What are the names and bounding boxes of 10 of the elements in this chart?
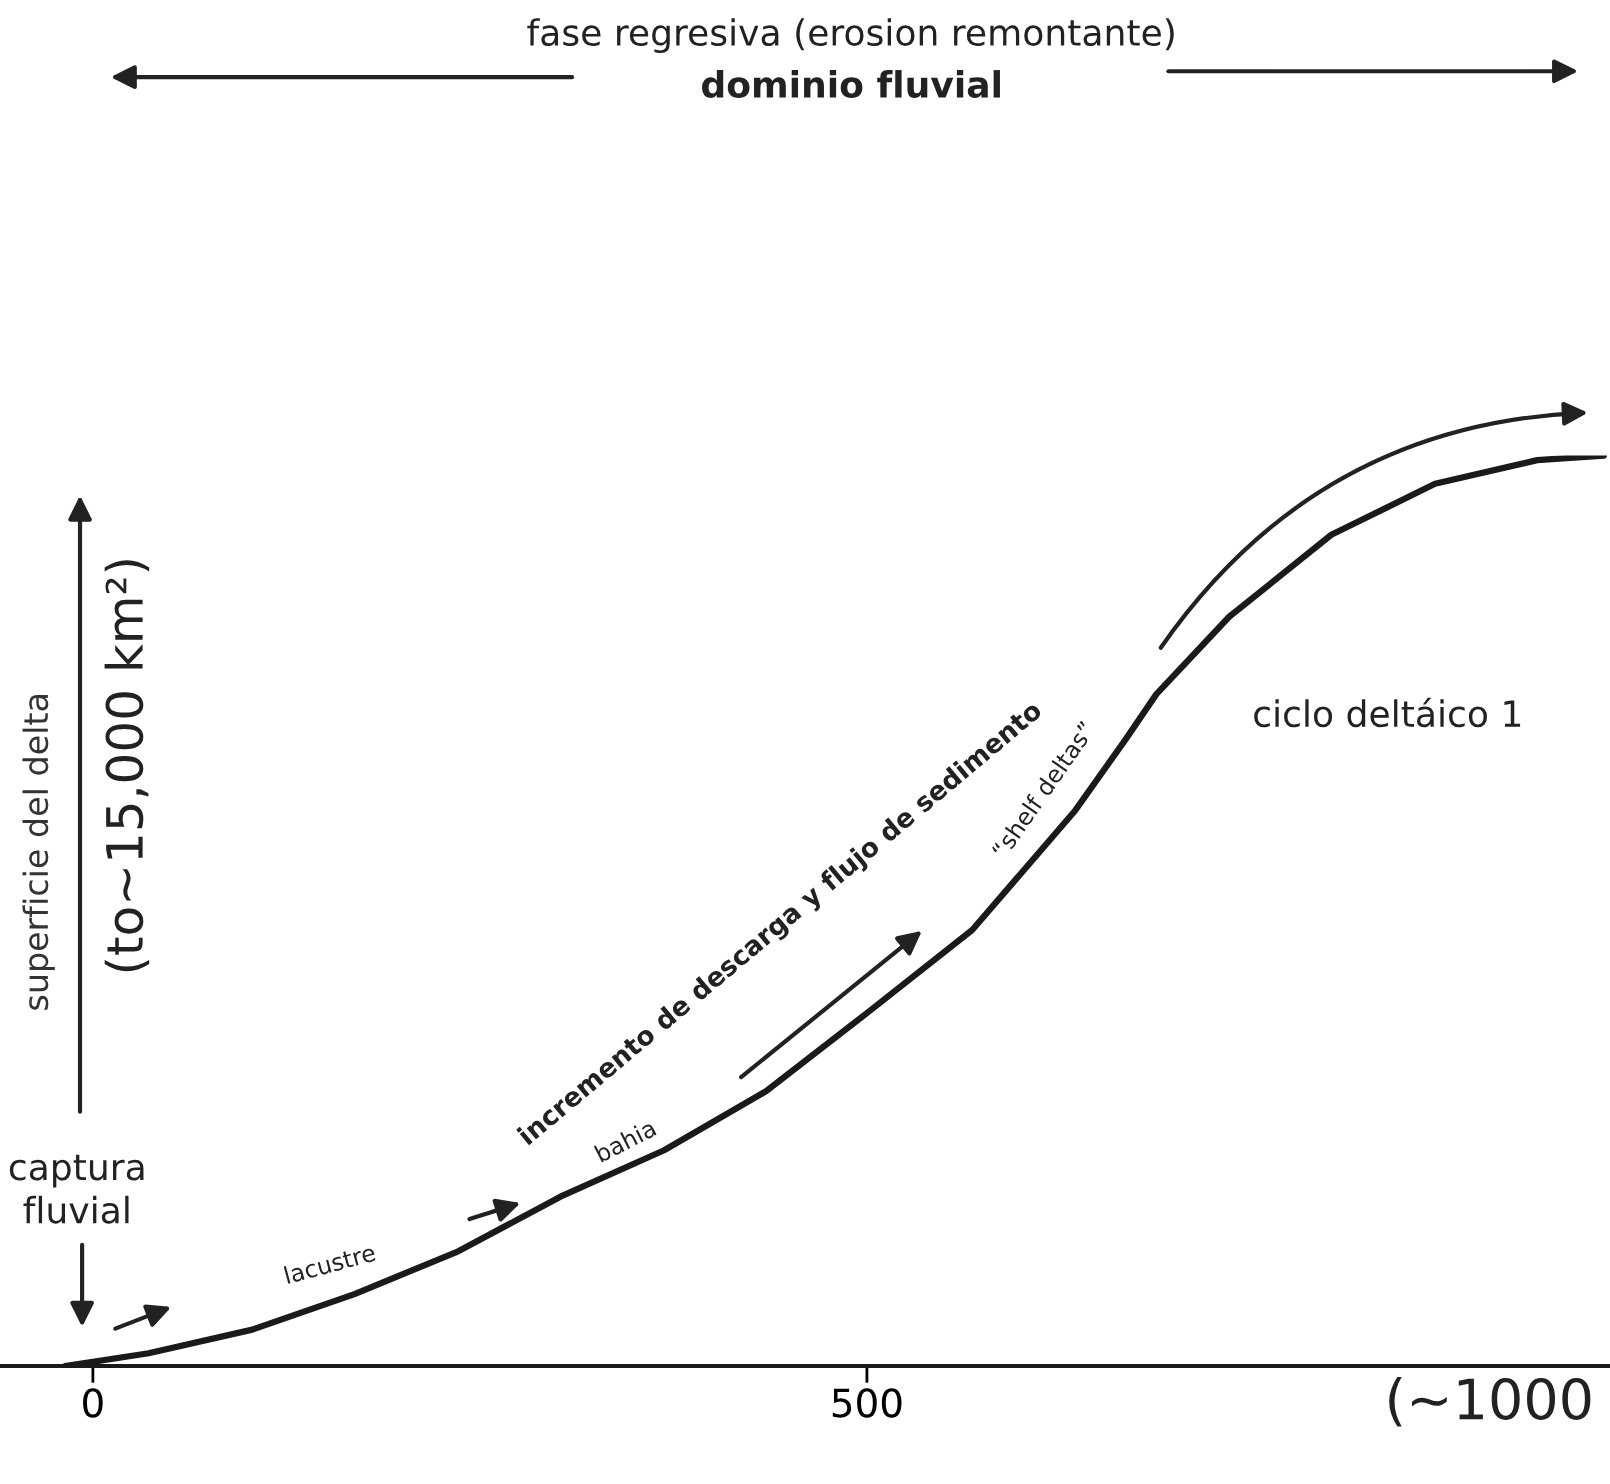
annotation: captura fluvial bbox=[9, 1154, 144, 1224]
annotation: (to~15,000 km²) bbox=[104, 560, 150, 972]
y-axis-title: superficie del delta bbox=[22, 695, 55, 1010]
text: (~1000 bbox=[1389, 1377, 1591, 1427]
chart-title: fase regresiva (erosion remontante) bbox=[527, 18, 1174, 54]
x-tick-label: 500 bbox=[832, 1388, 902, 1418]
x-tick-label: 0 bbox=[83, 1388, 103, 1418]
annotation: ciclo deltáico 1 bbox=[1254, 697, 1521, 728]
annotation: lacustre bbox=[283, 1242, 377, 1285]
chart-subtitle: dominio fluvial bbox=[702, 70, 1000, 99]
